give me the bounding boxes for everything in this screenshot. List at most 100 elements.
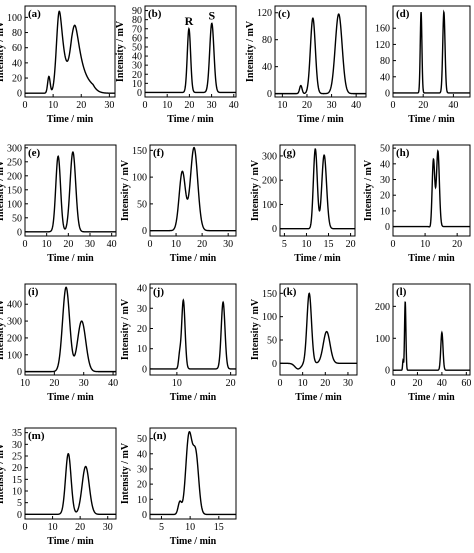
chart-panel-h: 0 10 20 0 10 20 30 40 50 Time / min Intensity / mV… [363,144,471,264]
plot-frame [392,5,471,98]
plot-frame [392,144,471,237]
y-tick-label: 100 [7,13,22,24]
x-tick-label: 10 [420,239,430,250]
x-tick-label: 20 [197,239,207,250]
x-tick-label: 5 [159,522,164,533]
y-tick-label: 150 [7,185,22,196]
y-tick-label: 40 [12,58,22,69]
x-tick-label: 0 [278,378,283,389]
y-tick-label: 30 [380,175,390,186]
chromatogram-line [275,13,366,95]
plot-frame [149,144,237,237]
y-tick-label: 150 [132,146,147,157]
x-tick-label: 10 [172,378,182,389]
y-tick-label: 0 [17,227,22,238]
y-tick-label: 35 [12,428,22,439]
x-tick-label: 40 [351,100,361,111]
y-tick-label: 0 [17,510,22,521]
y-axis-label: Intensity / mV [0,159,6,221]
y-tick-label: 5 [17,498,22,509]
y-tick-label: 20 [12,74,22,85]
y-tick-label: 400 [7,300,22,311]
y-tick-label: 60 [132,33,142,44]
y-axis-label: Intensity / mV [0,298,6,360]
y-tick-label: 20 [137,324,147,335]
y-tick-label: 120 [257,8,272,19]
panel-label: (j) [153,286,164,298]
chromatogram-line [145,22,236,94]
y-tick-label: 100 [262,200,277,211]
y-tick-label: 40 [380,159,390,170]
y-tick-label: 80 [262,35,272,46]
y-axis-label: Intensity / mV [0,20,6,82]
y-tick-label: 0 [272,359,277,370]
panel-label: (k) [283,286,297,298]
y-tick-label: 0 [385,366,390,377]
x-tick-label: 0 [391,378,396,389]
x-tick-label: 10 [171,239,181,250]
y-tick-label: 300 [7,317,22,328]
x-tick-label: 20 [320,378,330,389]
y-tick-label: 30 [137,464,147,475]
y-tick-label: 200 [375,302,390,313]
y-tick-label: 200 [7,333,22,344]
y-tick-label: 120 [375,40,390,51]
y-tick-label: 70 [132,24,142,35]
x-tick-label: 20 [346,239,356,250]
y-axis-label: Intensity / mV [120,298,131,360]
x-tick-label: 10 [301,239,311,250]
x-tick-label: 20 [76,100,86,111]
y-tick-label: 90 [132,6,142,17]
panel-label: (l) [396,286,407,298]
y-tick-label: 10 [132,79,142,90]
chromatogram-line [25,10,115,94]
y-axis-label: Intensity / mV [115,20,126,82]
x-tick-label: 40 [107,239,117,250]
x-tick-label: 30 [327,100,337,111]
chart-panel-c: 10 20 30 40 0 40 80 120 Time / min Intensity / mV… [245,5,367,125]
y-tick-label: 20 [137,480,147,491]
chart-panel-d: 0 20 40 0 40 80 120 160 Time / min (d) [375,5,471,125]
y-axis-label: Intensity / mV [0,442,6,504]
y-tick-label: 40 [137,449,147,460]
y-tick-label: 60 [12,43,22,54]
y-tick-label: 50 [267,336,277,347]
y-tick-label: 20 [132,70,142,81]
x-axis-label: Time / min [297,114,344,125]
x-tick-label: 0 [148,239,153,250]
plot-frame [24,283,117,376]
panel-label: (e) [28,147,41,159]
x-tick-label: 40 [437,378,447,389]
x-tick-label: 20 [412,378,422,389]
x-tick-label: 20 [452,239,462,250]
y-axis-label: Intensity / mV [120,159,131,221]
x-tick-label: 20 [184,100,194,111]
x-axis-label: Time / min [408,114,455,125]
y-tick-label: 50 [137,434,147,445]
x-tick-label: 30 [103,522,113,533]
panel-label: (i) [28,286,39,298]
y-tick-label: 0 [137,88,142,99]
y-tick-label: 200 [7,171,22,182]
y-tick-label: 0 [142,364,147,375]
y-axis-label: Intensity / mV [363,159,374,221]
x-tick-label: 20 [418,100,428,111]
x-tick-label: 15 [324,239,334,250]
panel-label: (b) [148,8,162,20]
x-tick-label: 30 [343,378,353,389]
x-axis-label: Time / min [408,392,455,403]
y-tick-label: 40 [137,284,147,295]
plot-frame [144,5,237,98]
y-tick-label: 0 [17,89,22,100]
y-tick-label: 150 [262,289,277,300]
y-tick-label: 25 [12,452,22,463]
y-tick-label: 10 [12,487,22,498]
y-tick-label: 80 [380,56,390,67]
chromatogram-line [280,147,355,230]
x-tick-label: 60 [461,378,471,389]
y-axis-label: Intensity / mV [120,442,131,504]
x-tick-label: 0 [23,522,28,533]
x-tick-label: 20 [49,378,59,389]
chart-panel-e: 0 10 20 30 40 0 50 100 150 200 250 300 Time / min Int… [0,143,117,264]
